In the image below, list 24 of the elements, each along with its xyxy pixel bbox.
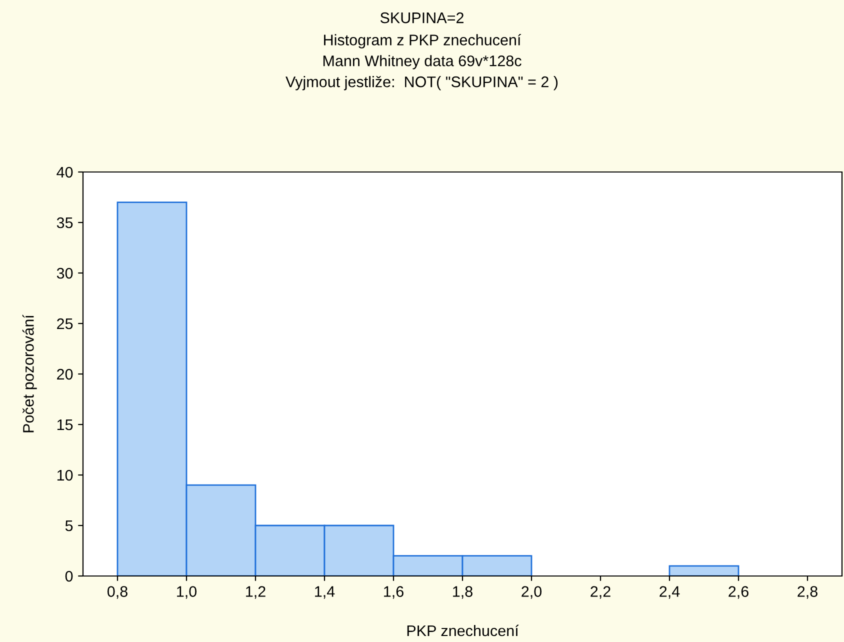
- chart-title: SKUPINA=2: [380, 12, 464, 24]
- x-tick-label: 0,8: [107, 586, 128, 599]
- x-tick-label: 2,6: [728, 586, 748, 599]
- x-tick-label: 2,8: [798, 586, 818, 599]
- y-tick-label: 15: [57, 420, 73, 430]
- x-tick-label: 1,4: [315, 586, 335, 599]
- x-tick-label: 1,2: [246, 586, 266, 599]
- y-tick-label: 25: [57, 318, 73, 330]
- x-tick-label: 1,8: [453, 586, 472, 599]
- y-tick-label: 40: [56, 166, 73, 178]
- chart-subtitle: Histogram z PKP znechucení Mann Whitney data 69v*128c Vyjmout jestliže: NOT( "SKUPINA" = 2 ): [286, 34, 558, 90]
- y-axis-title: Počet pozorování: [22, 314, 37, 432]
- x-tick-label: 2,2: [590, 586, 610, 599]
- x-tick-label: 1,6: [384, 586, 404, 599]
- y-tick-label: 35: [56, 217, 73, 228]
- y-tick-label: 20: [57, 368, 73, 380]
- x-tick-label: 2,4: [660, 586, 680, 599]
- y-tick-label: 10: [57, 470, 73, 481]
- y-tick-label: 5: [65, 520, 73, 532]
- x-tick-label: 2,0: [522, 586, 542, 599]
- x-tick-label: 1,0: [177, 586, 197, 599]
- y-tick-label: 0: [65, 570, 73, 582]
- x-axis-title: PKP znechucení: [407, 624, 519, 636]
- y-tick-label: 30: [56, 268, 73, 279]
